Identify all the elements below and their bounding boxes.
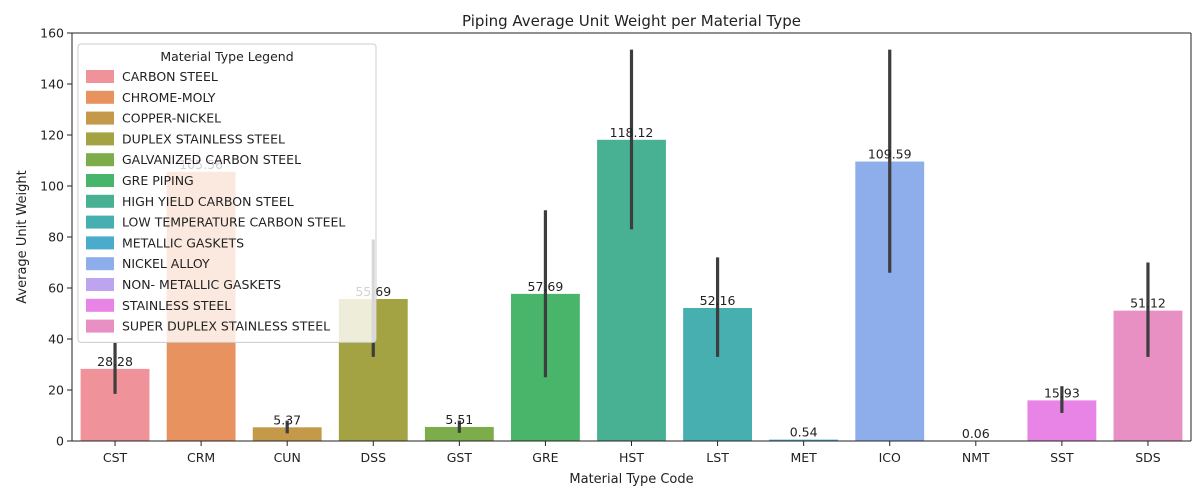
legend-swatch	[86, 90, 114, 104]
x-tick-label: CST	[103, 450, 128, 465]
legend-item-label: COPPER-NICKEL	[122, 111, 221, 126]
y-tick-label: 120	[40, 128, 64, 143]
bar-value-label: 0.06	[962, 426, 990, 441]
legend-swatch	[86, 70, 114, 83]
y-axis-label: Average Unit Weight	[15, 170, 30, 303]
bar-value-label: 5.51	[445, 412, 473, 427]
legend-item-label: LOW TEMPERATURE CARBON STEEL	[122, 215, 345, 230]
legend: Material Type Legend CARBON STEEL CHROME-M…	[77, 43, 377, 343]
legend-item-label: CHROME-MOLY	[122, 90, 216, 105]
legend-swatch	[86, 153, 114, 167]
legend-item-label: DUPLEX STAINLESS STEEL	[122, 131, 285, 146]
x-axis-label: Material Type Code	[569, 472, 693, 487]
bar-cun	[252, 427, 322, 441]
x-tick-label: DSS	[361, 450, 387, 465]
y-tick-label: 20	[48, 383, 64, 398]
legend-swatch	[86, 257, 114, 271]
legend-swatch	[86, 319, 114, 333]
legend-item-label: SUPER DUPLEX STAINLESS STEEL	[122, 319, 330, 334]
x-tick-label: NMT	[962, 450, 990, 465]
legend-swatch	[86, 298, 114, 312]
legend-swatch	[86, 236, 114, 250]
bar-met	[769, 439, 839, 441]
legend-item-label: STAINLESS STEEL	[122, 298, 231, 313]
legend-item-label: METALLIC GASKETS	[122, 235, 244, 250]
legend-swatch	[86, 278, 114, 291]
legend-item-label: HIGH YIELD CARBON STEEL	[122, 194, 294, 209]
y-tick-label: 140	[40, 77, 64, 92]
legend-item-label: GRE PIPING	[122, 173, 194, 188]
x-tick-label: MET	[790, 450, 817, 465]
x-tick-label: SDS	[1135, 450, 1161, 465]
legend-swatch	[86, 132, 114, 146]
y-tick-label: 80	[48, 230, 64, 245]
bar-value-label: 118.12	[610, 125, 654, 140]
bar-value-label: 52.16	[700, 293, 736, 308]
bar-value-label: 109.59	[868, 147, 912, 162]
bar-value-label: 5.37	[273, 412, 301, 427]
bar-value-label: 28.28	[97, 354, 133, 369]
legend-swatch	[86, 111, 114, 125]
bar-value-label: 0.54	[790, 425, 818, 440]
bar-value-label: 51.12	[1130, 296, 1166, 311]
x-tick-label: HST	[619, 450, 644, 465]
x-tick-label: ICO	[879, 450, 901, 465]
legend-swatch	[86, 194, 114, 208]
legend-item-label: NICKEL ALLOY	[122, 256, 210, 271]
legend-swatch	[86, 215, 114, 229]
x-tick-label: CUN	[274, 450, 301, 465]
x-tick-label: LST	[706, 450, 729, 465]
legend-item-label: GALVANIZED CARBON STEEL	[122, 152, 301, 167]
y-tick-label: 0	[56, 434, 64, 449]
x-tick-label: SST	[1050, 450, 1074, 465]
x-tick-label: CRM	[187, 450, 215, 465]
y-tick-label: 160	[40, 26, 64, 41]
x-tick-label: GST	[447, 450, 473, 465]
bar-value-label: 15.93	[1044, 385, 1080, 400]
legend-swatch	[86, 174, 114, 187]
y-tick-label: 100	[40, 179, 64, 194]
bar-gst	[424, 426, 494, 441]
y-tick-label: 60	[48, 281, 64, 296]
legend-title: Material Type Legend	[160, 49, 293, 64]
chart-title: Piping Average Unit Weight per Material …	[462, 12, 801, 30]
legend-box	[77, 43, 377, 343]
y-tick-label: 40	[48, 332, 64, 347]
legend-item-label: NON- METALLIC GASKETS	[122, 277, 281, 292]
bar-value-label: 57.69	[528, 279, 564, 294]
x-tick-label: GRE	[532, 450, 558, 465]
legend-item-label: CARBON STEEL	[122, 69, 218, 84]
